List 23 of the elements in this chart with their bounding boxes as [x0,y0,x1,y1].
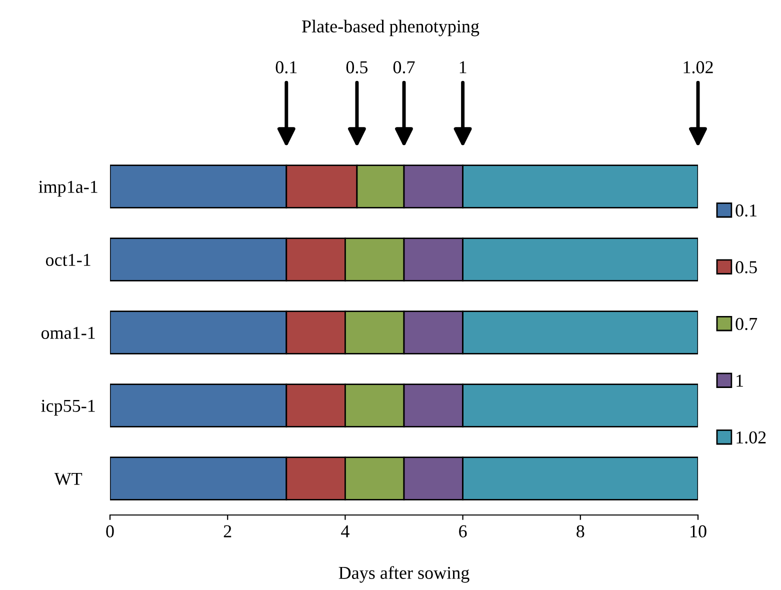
text: 1 [460,61,466,74]
chart-title: Plate-based phenotyping [302,20,480,36]
x-tick-label: 4 [341,525,350,538]
x-tick-label: 6 [459,525,467,538]
text: 0.7 [393,61,415,74]
x-tick-label: 8 [576,525,584,538]
y-tick-label: imp1a-1 [38,180,98,197]
legend-label: 0.5 [736,261,757,274]
y-tick-label: icp55-1 [41,400,95,416]
x-tick-label: 0 [106,525,114,538]
y-tick-label: oma1-1 [41,326,95,339]
legend-label: 0.1 [736,204,757,217]
legend-label: 0.7 [736,318,758,330]
x-axis-title: Days after sowing [338,566,470,583]
text: 1.02 [684,61,713,74]
legend-label: 1 [736,374,743,387]
text: 0.5 [346,61,368,74]
x-tick-label: 10 [690,525,706,538]
y-tick-label: oct1-1 [46,254,90,266]
x-tick-label: 2 [224,525,232,538]
y-tick-label: WT [54,472,82,486]
text: 0.1 [276,61,297,74]
legend-label: 1.02 [736,431,766,444]
